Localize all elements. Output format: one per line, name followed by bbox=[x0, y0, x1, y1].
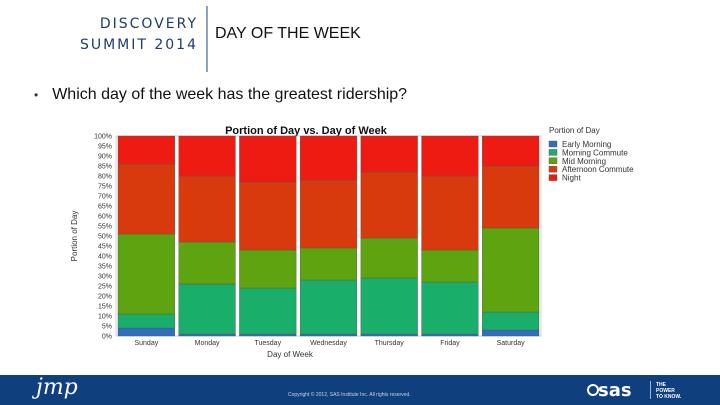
bar-segment-early-morning bbox=[299, 333, 358, 337]
y-tick-label: 100% bbox=[94, 134, 112, 141]
bullet-item: • Which day of the week has the greatest … bbox=[34, 86, 407, 104]
bar-segment-early-morning bbox=[117, 327, 175, 337]
stacked-bar-chart: Portion of Day vs. Day of Week 0% 5% 10% 15… bbox=[70, 125, 634, 359]
bar-segment-early-morning bbox=[421, 333, 479, 337]
bar-segment-early-morning bbox=[482, 329, 540, 337]
bar-segment-early-morning bbox=[178, 333, 236, 337]
x-tick-label: Sunday bbox=[134, 340, 158, 347]
bar-segment-morning-commute bbox=[178, 283, 236, 335]
y-tick-label: 55% bbox=[98, 224, 112, 231]
bar-segment-morning-commute bbox=[360, 277, 418, 335]
x-tick-label: Friday bbox=[440, 340, 460, 347]
legend-title: Portion of Day bbox=[549, 126, 600, 135]
legend-label: Afternoon Commute bbox=[562, 165, 634, 174]
bar-segment-afternoon-commute bbox=[117, 163, 175, 235]
legend-label: Night bbox=[562, 174, 581, 183]
chart-title: Portion of Day vs. Day of Week bbox=[225, 125, 388, 137]
y-tick-label: 75% bbox=[98, 184, 112, 191]
copyright-text: Copyright © 2012, SAS Institute Inc. All… bbox=[288, 392, 411, 398]
x-axis-label: Day of Week bbox=[267, 350, 314, 359]
bar-segment-afternoon-commute bbox=[299, 179, 358, 249]
legend-swatch bbox=[548, 174, 558, 181]
legend-label: Early Morning bbox=[562, 140, 611, 149]
x-tick-label: Saturday bbox=[497, 340, 526, 347]
bar-segment-night bbox=[482, 135, 540, 167]
tagline-line-3: TO KNOW. bbox=[656, 394, 682, 400]
tagline-line-1: THE bbox=[656, 382, 666, 388]
sas-swirl-icon bbox=[587, 384, 599, 396]
legend-swatch bbox=[548, 157, 558, 165]
bar-segment-mid-morning bbox=[482, 227, 540, 313]
y-tick-label: 65% bbox=[98, 204, 112, 211]
y-tick-label: 15% bbox=[98, 304, 112, 311]
plot-area: 0% 5% 10% 15% 20% 25% 30% 35% 40% 45% 50% 55% 60% 65%… bbox=[94, 134, 542, 347]
bar-segment-morning-commute bbox=[239, 287, 297, 335]
bar-segment-mid-morning bbox=[117, 233, 175, 315]
bar-segment-night bbox=[117, 135, 175, 165]
bar-segment-afternoon-commute bbox=[482, 165, 540, 229]
bar-segment-mid-morning bbox=[178, 241, 236, 285]
bar-segment-morning-commute bbox=[482, 311, 540, 331]
y-tick-label: 50% bbox=[98, 234, 112, 241]
bar-segment-morning-commute bbox=[299, 279, 358, 335]
bar-segment-mid-morning bbox=[360, 237, 418, 279]
y-axis-label: Portion of Day bbox=[70, 211, 79, 262]
tagline-line-2: POWER bbox=[656, 388, 675, 394]
y-tick-label: 80% bbox=[98, 174, 112, 181]
y-tick-label: 20% bbox=[98, 294, 112, 301]
y-tick-label: 10% bbox=[98, 314, 112, 321]
x-tick-label: Monday bbox=[195, 340, 220, 347]
sas-logo: sas bbox=[598, 380, 632, 401]
jmp-logo: jmp bbox=[36, 375, 78, 400]
legend-swatch bbox=[548, 140, 558, 148]
footer-bar: jmp Copyright © 2012, SAS Institute Inc.… bbox=[0, 375, 720, 405]
bar-segment-night bbox=[299, 135, 358, 181]
legend-label: Mid Morning bbox=[562, 157, 606, 166]
bar-segment-afternoon-commute bbox=[239, 181, 297, 251]
bar-segment-early-morning bbox=[239, 333, 297, 337]
bar-segment-early-morning bbox=[360, 333, 418, 337]
brand-line-2: SUMMIT 2014 bbox=[79, 37, 198, 53]
x-tick-label: Thursday bbox=[375, 340, 405, 347]
y-tick-label: 30% bbox=[98, 274, 112, 281]
bar-segment-mid-morning bbox=[299, 247, 358, 281]
y-tick-label: 95% bbox=[98, 144, 112, 151]
bar-segment-morning-commute bbox=[421, 281, 479, 335]
y-tick-label: 60% bbox=[98, 214, 112, 221]
y-tick-label: 85% bbox=[98, 164, 112, 171]
bar-segment-morning-commute bbox=[117, 313, 175, 329]
header-divider bbox=[206, 6, 208, 72]
y-tick-label: 40% bbox=[98, 254, 112, 261]
y-tick-label: 45% bbox=[98, 244, 112, 251]
legend-label: Morning Commute bbox=[562, 148, 628, 157]
bar-segment-afternoon-commute bbox=[178, 175, 236, 243]
tagline: THE POWER TO KNOW. bbox=[656, 382, 681, 400]
slide-title: DAY OF THE WEEK bbox=[215, 25, 361, 42]
brand-logo: DISCOVERY SUMMIT 2014 bbox=[80, 14, 198, 56]
bar-segment-night bbox=[239, 135, 297, 183]
bar-segment-mid-morning bbox=[239, 249, 297, 289]
bar-segment-afternoon-commute bbox=[421, 175, 479, 251]
bar-segment-mid-morning bbox=[421, 249, 479, 283]
y-tick-label: 90% bbox=[98, 154, 112, 161]
y-tick-label: 35% bbox=[98, 264, 112, 271]
bar-segment-night bbox=[178, 135, 236, 177]
bar-segment-night bbox=[360, 135, 418, 173]
legend-swatch bbox=[548, 165, 558, 173]
y-tick-label: 0% bbox=[102, 334, 112, 341]
bar-segment-night bbox=[421, 135, 479, 177]
legend-swatch bbox=[548, 149, 558, 156]
x-tick-label: Wednesday bbox=[310, 340, 347, 347]
footer-divider bbox=[650, 381, 651, 399]
y-tick-label: 5% bbox=[102, 324, 112, 331]
bullet-text: Which day of the week has the greatest r… bbox=[52, 86, 408, 103]
y-tick-label: 25% bbox=[98, 284, 112, 291]
bullet-dot-icon: • bbox=[34, 88, 39, 102]
y-tick-label: 70% bbox=[98, 194, 112, 201]
x-tick-label: Tuesday bbox=[254, 340, 281, 347]
brand-line-1: DISCOVERY bbox=[99, 16, 198, 32]
bar-segment-afternoon-commute bbox=[360, 171, 418, 239]
